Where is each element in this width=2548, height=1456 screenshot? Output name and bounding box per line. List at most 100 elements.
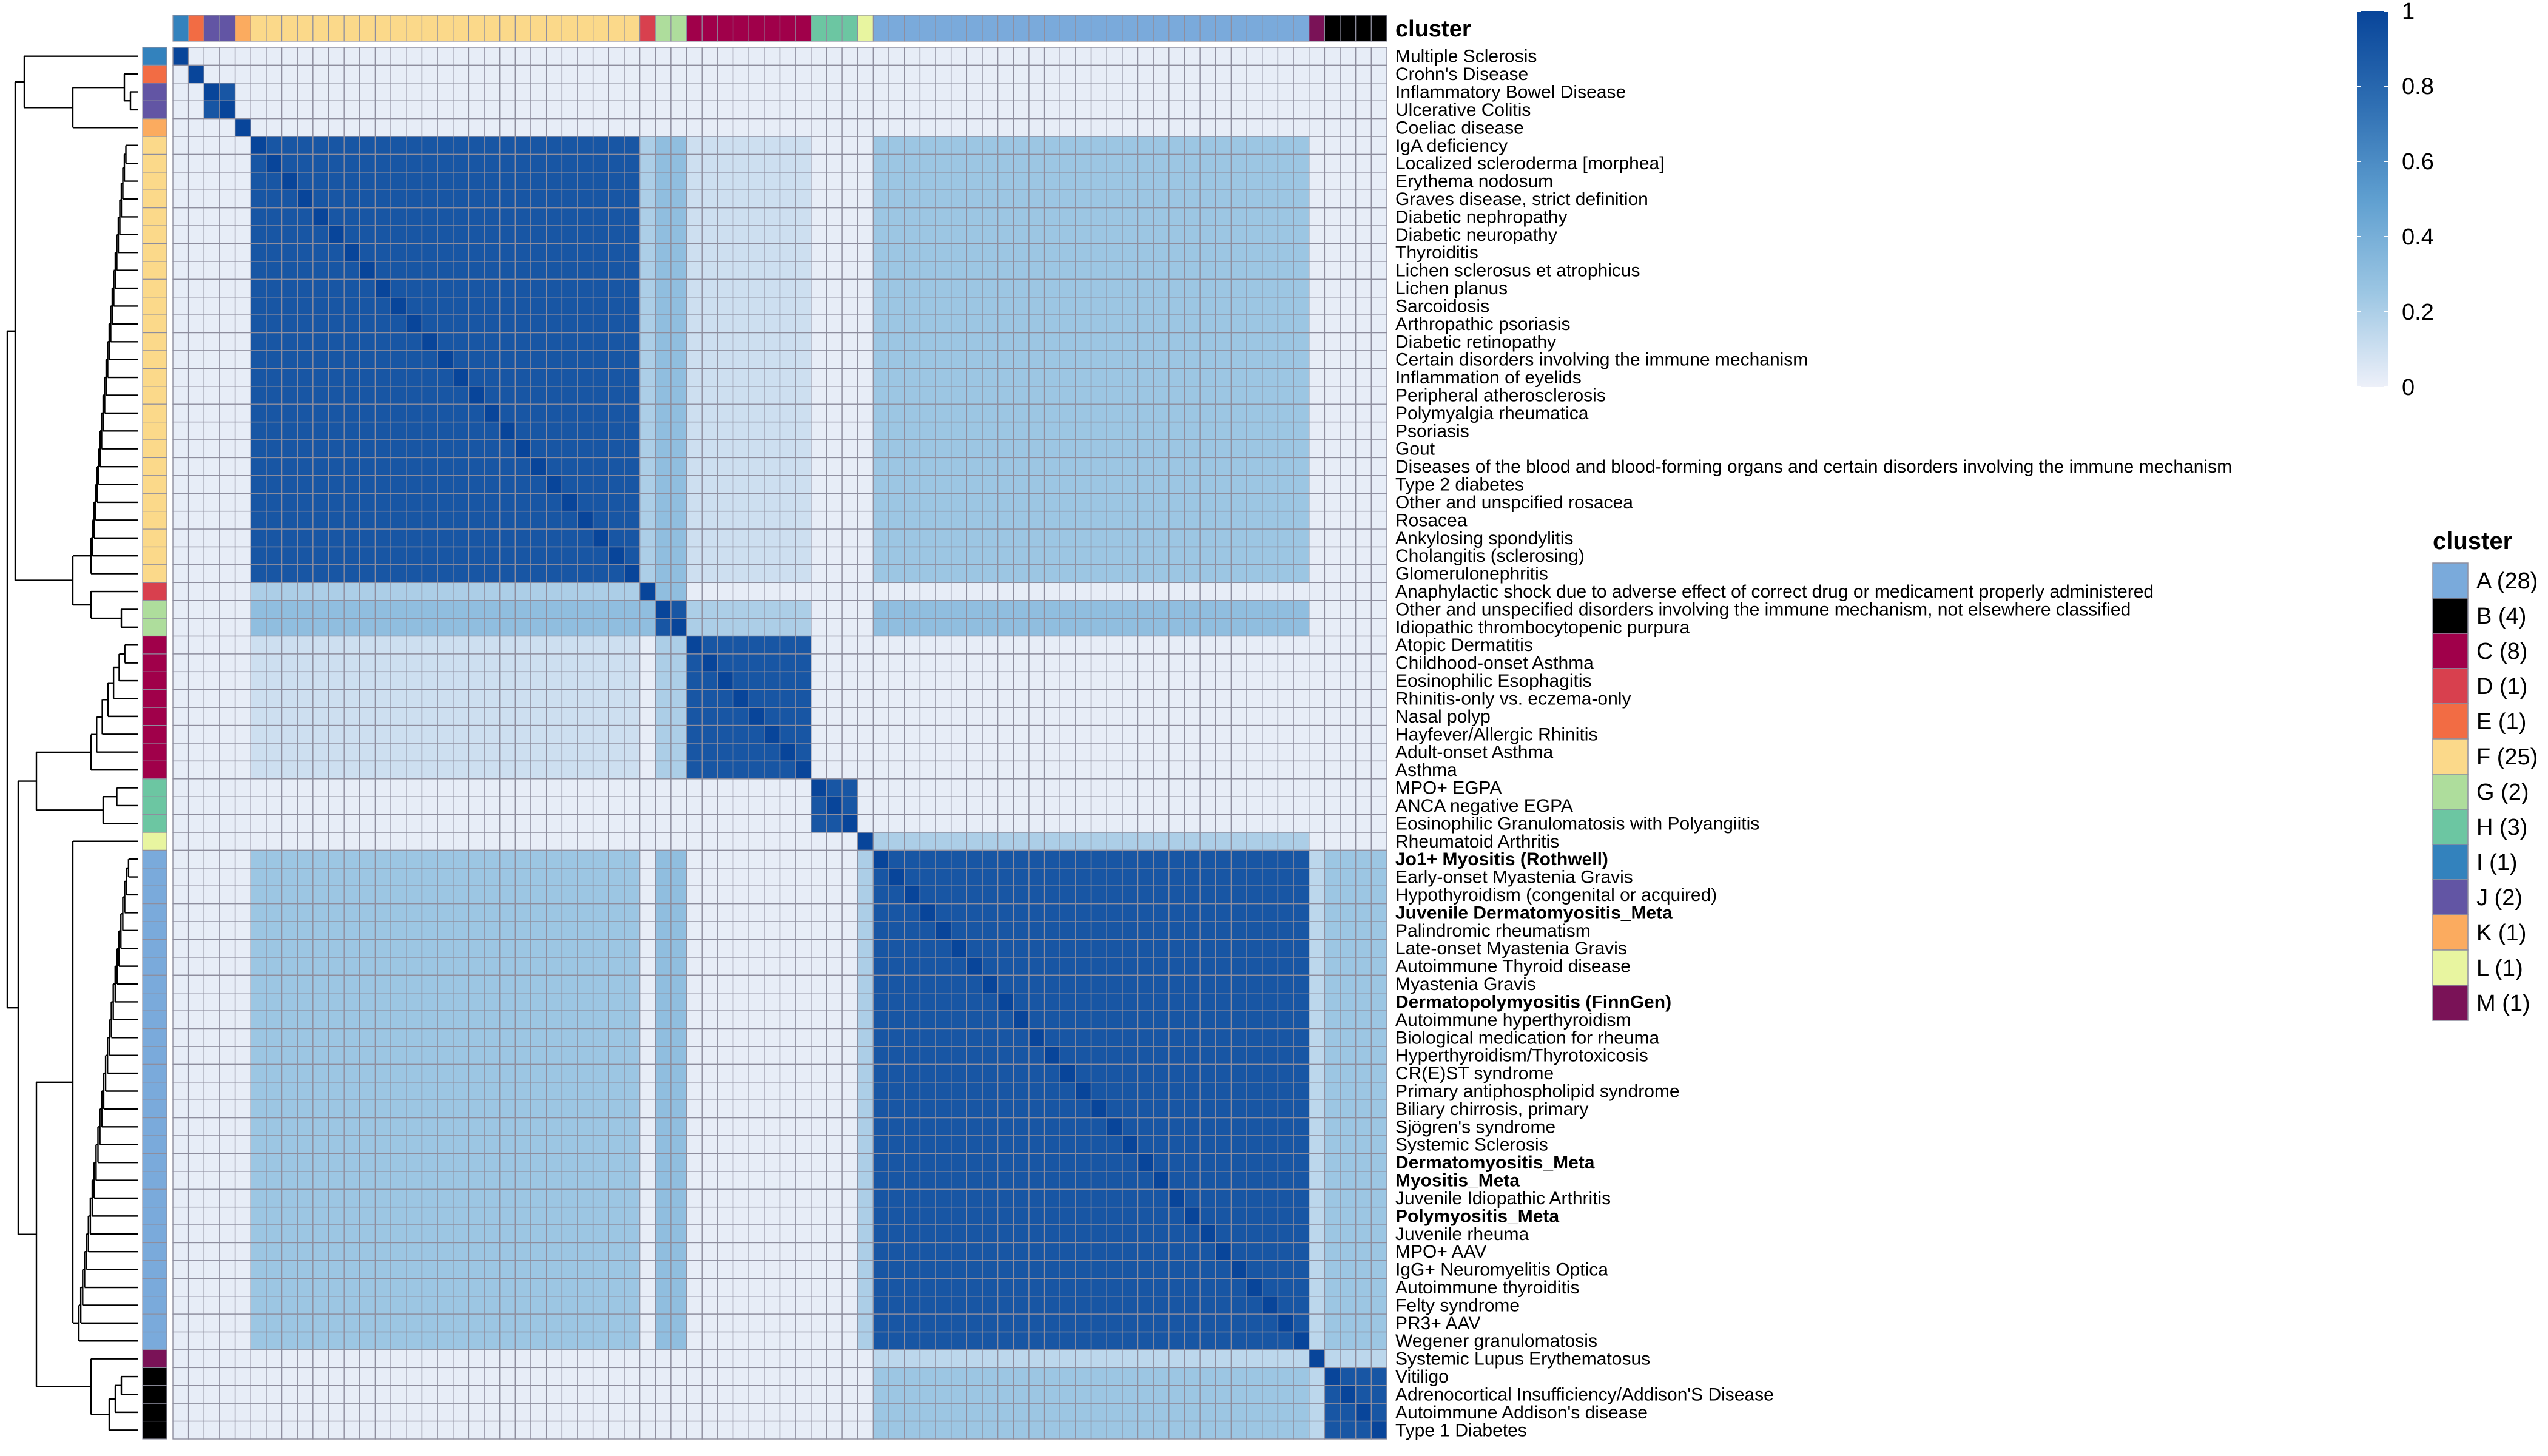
heatmap-cell — [187, 475, 204, 494]
heatmap-cell — [779, 207, 796, 226]
heatmap-cell — [374, 939, 391, 958]
heatmap-cell — [499, 475, 516, 494]
heatmap-cell — [1262, 974, 1279, 994]
heatmap-cell — [732, 564, 749, 584]
heatmap-cell — [935, 493, 952, 512]
heatmap-cell — [250, 635, 267, 655]
column-cluster-swatch — [764, 15, 781, 42]
heatmap-cell — [312, 760, 329, 780]
heatmap-cell — [982, 1063, 999, 1083]
heatmap-cell — [624, 64, 641, 84]
heatmap-cell — [1184, 47, 1201, 66]
heatmap-cell — [1293, 83, 1310, 101]
heatmap-cell — [1355, 189, 1372, 209]
heatmap-cell — [343, 546, 360, 565]
heatmap-cell — [764, 868, 781, 886]
heatmap-cell — [935, 546, 952, 565]
heatmap-cell — [1043, 297, 1060, 315]
heatmap-cell — [1340, 243, 1357, 262]
heatmap-cell — [1324, 885, 1341, 905]
heatmap-cell — [499, 957, 516, 976]
heatmap-cell — [234, 83, 251, 101]
heatmap-cell — [1262, 386, 1279, 405]
heatmap-cell — [1199, 1046, 1216, 1065]
heatmap-cell — [1309, 903, 1326, 922]
heatmap-cell — [406, 47, 423, 66]
heatmap-cell — [514, 689, 531, 708]
column-cluster-swatch — [1184, 15, 1201, 42]
heatmap-cell — [1309, 261, 1326, 280]
heatmap-cell — [1309, 118, 1326, 137]
heatmap-cell — [437, 564, 454, 584]
heatmap-cell — [935, 421, 952, 440]
heatmap-cell — [1199, 83, 1216, 101]
heatmap-cell — [266, 225, 283, 244]
heatmap-cell — [795, 957, 812, 976]
heatmap-cell — [468, 475, 485, 494]
heatmap-cell — [857, 760, 874, 780]
row-cluster-swatch — [142, 1242, 167, 1261]
heatmap-cell — [1355, 350, 1372, 369]
heatmap-cell — [950, 868, 968, 886]
heatmap-cell — [1262, 475, 1279, 494]
column-cluster-swatch — [732, 15, 749, 42]
heatmap-cell — [608, 618, 625, 637]
row-cluster-swatch — [142, 403, 167, 423]
heatmap-cell — [561, 421, 578, 440]
heatmap-cell — [1340, 189, 1357, 209]
heatmap-cell — [857, 457, 874, 476]
heatmap-cell — [935, 207, 952, 226]
heatmap-cell — [1309, 796, 1326, 815]
heatmap-cell — [281, 743, 298, 762]
heatmap-cell — [1230, 974, 1247, 994]
heatmap-cell — [748, 707, 765, 726]
heatmap-cell — [187, 1063, 204, 1083]
heatmap-cell — [997, 225, 1014, 244]
heatmap-cell — [717, 582, 734, 601]
heatmap-cell — [468, 885, 485, 905]
heatmap-cell — [1059, 939, 1076, 958]
heatmap-cell — [453, 510, 470, 530]
heatmap-cell — [1184, 921, 1201, 940]
heatmap-cell — [717, 957, 734, 976]
heatmap-cell — [421, 974, 438, 994]
heatmap-cell — [1277, 457, 1294, 476]
heatmap-cell — [1168, 332, 1185, 351]
heatmap-cell — [1106, 368, 1123, 387]
heatmap-cell — [1370, 903, 1387, 922]
heatmap-cell — [343, 1010, 360, 1030]
heatmap-cell — [1370, 47, 1387, 66]
heatmap-cell — [826, 100, 843, 120]
heatmap-cell — [826, 671, 843, 690]
heatmap-cell — [1106, 261, 1123, 280]
heatmap-cell — [1168, 136, 1185, 155]
heatmap-cell — [281, 439, 298, 459]
heatmap-cell — [732, 386, 749, 405]
heatmap-cell — [935, 136, 952, 155]
heatmap-cell — [468, 671, 485, 690]
heatmap-cell — [297, 83, 314, 101]
heatmap-cell — [935, 778, 952, 797]
heatmap-cell — [950, 778, 968, 797]
heatmap-cell — [779, 993, 796, 1011]
column-cluster-swatch — [935, 15, 952, 42]
heatmap-cell — [655, 1028, 672, 1047]
heatmap-cell — [686, 707, 703, 726]
heatmap-cell — [608, 475, 625, 494]
column-cluster-swatch — [328, 15, 345, 42]
heatmap-cell — [1230, 743, 1247, 762]
heatmap-cell — [1122, 297, 1139, 315]
heatmap-cell — [904, 921, 921, 940]
heatmap-cell — [966, 386, 983, 405]
heatmap-cell — [1122, 403, 1139, 423]
heatmap-cell — [1277, 921, 1294, 940]
heatmap-cell — [453, 689, 470, 708]
heatmap-cell — [1215, 600, 1232, 619]
heatmap-cell — [888, 493, 905, 512]
heatmap-cell — [421, 83, 438, 101]
heatmap-cell — [453, 582, 470, 601]
heatmap-cell — [997, 278, 1014, 298]
heatmap-cell — [1199, 707, 1216, 726]
heatmap-cell — [234, 510, 251, 530]
heatmap-cell — [608, 635, 625, 655]
